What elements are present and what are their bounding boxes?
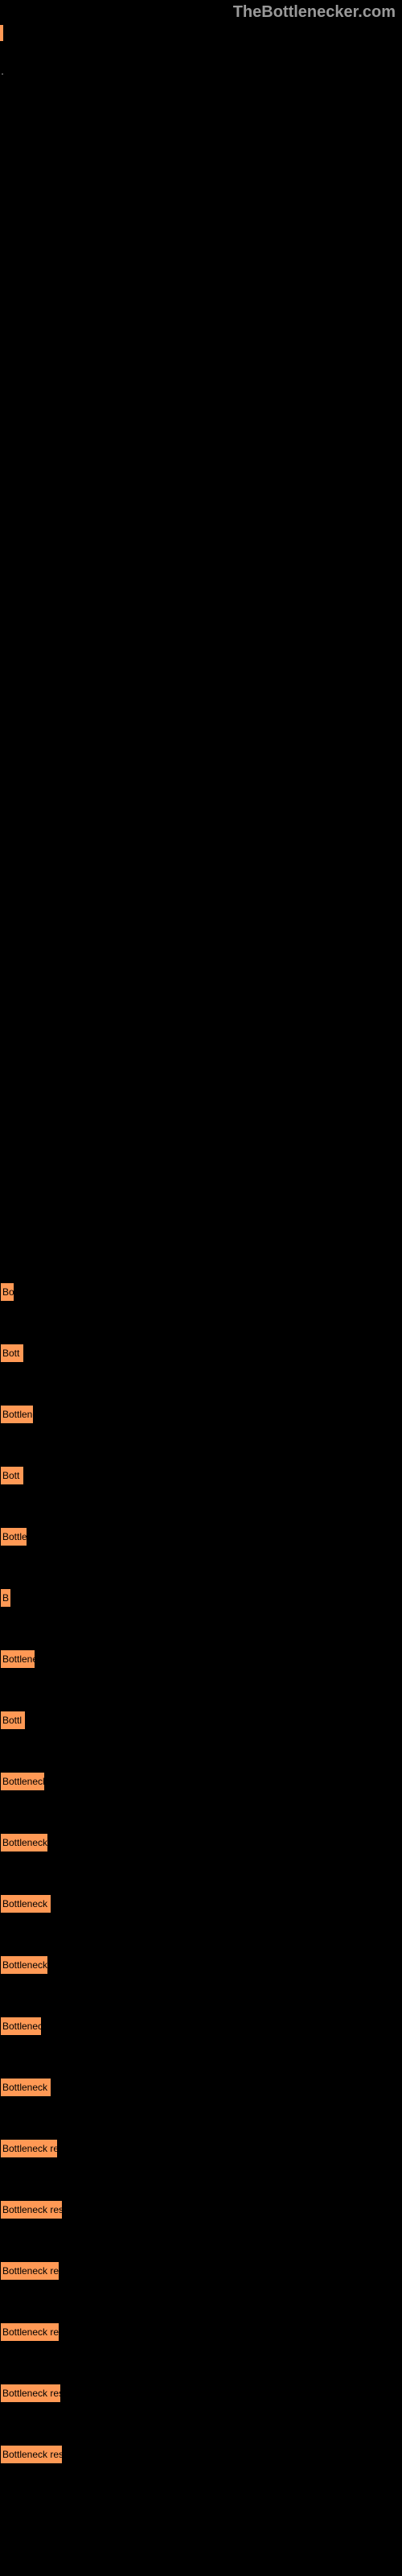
bar: Bottleneck resu: [0, 2078, 51, 2097]
bar: Bottl: [0, 1711, 26, 1730]
bar-row: Bottleneck resu: [0, 2078, 402, 2097]
bar-row: Bo: [0, 1282, 402, 1302]
bar: Bottlene: [0, 1405, 34, 1424]
axis-dot: [2, 73, 3, 75]
bar-row: Bottleneck result: [0, 2261, 402, 2281]
bar: Bottleneck result: [0, 2445, 63, 2464]
bar: Bottleneck result: [0, 2322, 59, 2342]
bar-row: Bott: [0, 1466, 402, 1485]
bar: Bottleneck result: [0, 2384, 61, 2403]
bar: Bott: [0, 1344, 24, 1363]
bar-chart: Bo Bott Bottlene Bott Bottle B Bottlene Bottl Bo…: [0, 1282, 402, 2464]
bar-row: Bottl: [0, 1711, 402, 1730]
bar-row: Bottleneck res: [0, 1955, 402, 1975]
bar: Bottle: [0, 1527, 27, 1546]
bar: B: [0, 1588, 11, 1608]
site-title: TheBottlenecker.com: [0, 0, 402, 22]
bar-row: Bottleneck r: [0, 1772, 402, 1791]
bar-row: Bottle: [0, 1527, 402, 1546]
bar: Bottleneck result: [0, 2139, 58, 2158]
bar: Bottlene: [0, 1649, 35, 1669]
bar: Bottleneck: [0, 2017, 42, 2036]
bar: Bottleneck resu: [0, 1894, 51, 1913]
bar-row: Bottleneck result: [0, 2139, 402, 2158]
bar-row: Bottlene: [0, 1649, 402, 1669]
bar-row: Bottleneck resu: [0, 1894, 402, 1913]
bar-row: B: [0, 1588, 402, 1608]
bar-row: Bottlene: [0, 1405, 402, 1424]
bar: Bo: [0, 1282, 14, 1302]
bar: Bott: [0, 1466, 24, 1485]
bar-row: Bottleneck result: [0, 2322, 402, 2342]
axis-tick: [0, 25, 3, 41]
bar: Bottleneck result: [0, 2261, 59, 2281]
bar-row: Bott: [0, 1344, 402, 1363]
bar-row: Bottleneck result: [0, 2384, 402, 2403]
bar-row: Bottleneck result: [0, 2200, 402, 2219]
bar: Bottleneck result: [0, 2200, 63, 2219]
bar: Bottleneck res: [0, 1833, 48, 1852]
bar: Bottleneck res: [0, 1955, 48, 1975]
bar-row: Bottleneck result: [0, 2445, 402, 2464]
bar-row: Bottleneck: [0, 2017, 402, 2036]
bar-row: Bottleneck res: [0, 1833, 402, 1852]
bar: Bottleneck r: [0, 1772, 45, 1791]
